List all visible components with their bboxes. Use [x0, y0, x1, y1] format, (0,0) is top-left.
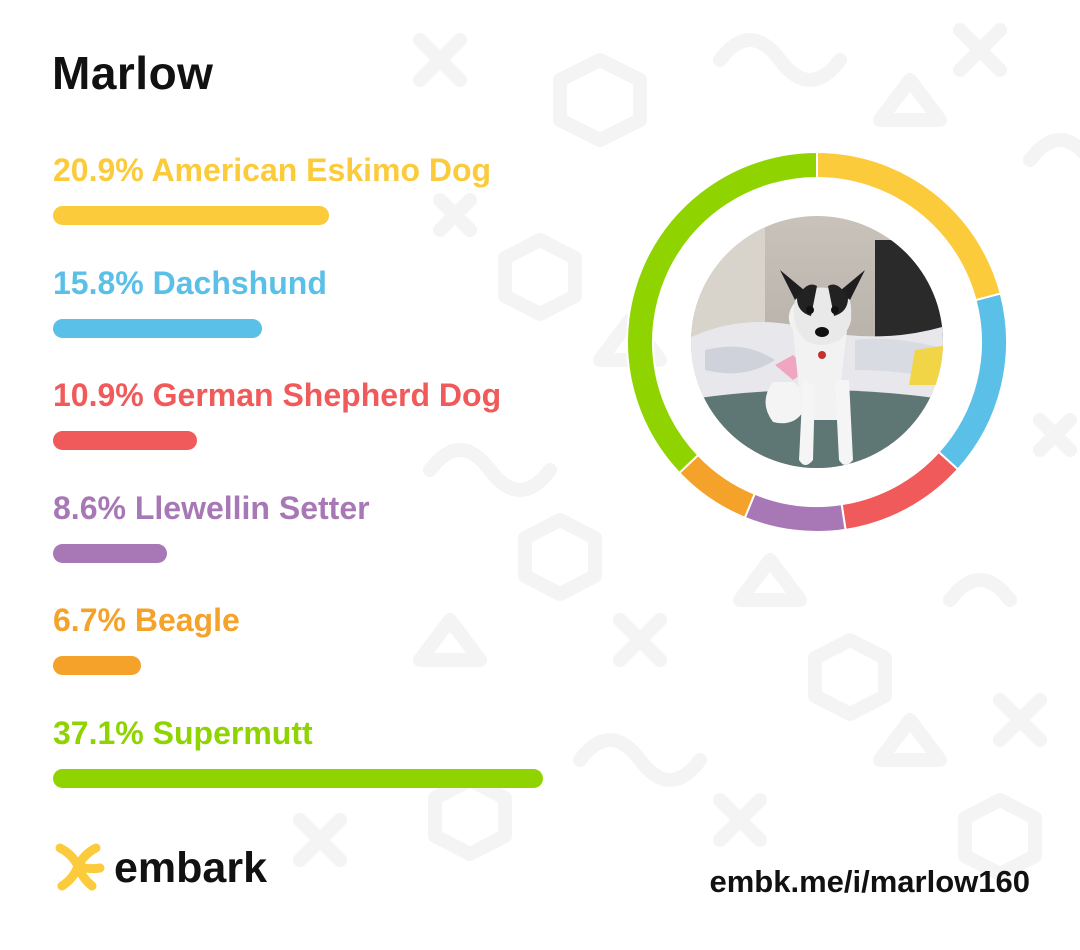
- breed-label: 15.8% Dachshund: [53, 264, 327, 301]
- breed-percentage-bar: [53, 318, 262, 338]
- breed-percentage-bar: [53, 656, 142, 675]
- breed-donut-chart: [626, 150, 1008, 533]
- embark-logo[interactable]: embark: [52, 838, 292, 902]
- breed-percentage-bar: [53, 543, 167, 563]
- breed-item: 15.8% Dachshund: [53, 263, 613, 376]
- breed-percentage-bar: [53, 431, 197, 450]
- embark-logo-icon: [55, 843, 105, 891]
- breed-percentage-bar: [53, 768, 543, 788]
- breed-label: 10.9% German Shepherd Dog: [53, 377, 502, 413]
- breed-item: 37.1% Supermutt: [53, 713, 613, 826]
- donut-slice: [677, 453, 757, 520]
- breed-item: 6.7% Beagle: [53, 600, 613, 713]
- share-link[interactable]: embk.me/i/marlow160: [709, 864, 1031, 899]
- donut-slice: [937, 292, 1008, 471]
- donut-ring: [626, 150, 1008, 533]
- breed-label: 6.7% Beagle: [53, 602, 240, 638]
- dog-name-title: Marlow: [52, 47, 214, 99]
- donut-slice: [840, 450, 960, 531]
- breed-breakdown-list: 20.9% American Eskimo Dog 15.8% Dachshund…: [53, 150, 613, 825]
- breed-item: 20.9% American Eskimo Dog: [53, 150, 613, 263]
- breed-label: 8.6% Llewellin Setter: [53, 489, 370, 526]
- breed-label: 20.9% American Eskimo Dog: [53, 152, 492, 188]
- breed-item: 8.6% Llewellin Setter: [53, 488, 613, 601]
- breed-item: 10.9% German Shepherd Dog: [53, 375, 613, 488]
- breed-percentage-bar: [53, 206, 330, 225]
- embark-wordmark: embark: [114, 844, 267, 892]
- dog-photo: [691, 216, 943, 468]
- donut-slice: [626, 150, 818, 475]
- donut-slice: [743, 492, 847, 533]
- breed-label: 37.1% Supermutt: [53, 714, 313, 751]
